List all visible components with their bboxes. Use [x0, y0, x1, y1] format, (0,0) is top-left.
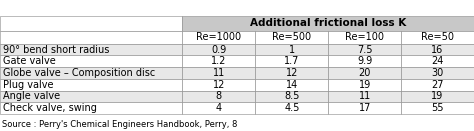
Text: 20: 20: [358, 68, 371, 78]
Text: 14: 14: [286, 80, 298, 90]
Text: 90° bend short radius: 90° bend short radius: [3, 45, 109, 55]
Bar: [328, 67, 401, 79]
Text: Re=100: Re=100: [345, 32, 384, 42]
Text: 8: 8: [216, 91, 222, 101]
Bar: [182, 102, 255, 114]
Text: 9.9: 9.9: [357, 56, 372, 66]
Text: 19: 19: [431, 91, 444, 101]
Text: 11: 11: [213, 68, 225, 78]
Bar: [255, 79, 328, 91]
Text: 1.7: 1.7: [284, 56, 300, 66]
Bar: [328, 55, 401, 67]
Text: Additional frictional loss K: Additional frictional loss K: [250, 18, 406, 28]
Bar: [401, 55, 474, 67]
Text: 55: 55: [431, 103, 444, 113]
Text: 4: 4: [216, 103, 222, 113]
Bar: [401, 31, 474, 44]
Text: Check valve, swing: Check valve, swing: [3, 103, 97, 113]
Bar: [0, 16, 182, 31]
Bar: [182, 55, 255, 67]
Text: 8.5: 8.5: [284, 91, 300, 101]
Text: 12: 12: [286, 68, 298, 78]
Bar: [255, 55, 328, 67]
Text: 1.2: 1.2: [211, 56, 227, 66]
Bar: [328, 102, 401, 114]
Bar: [0, 31, 182, 44]
Text: Re=500: Re=500: [272, 32, 311, 42]
Bar: [328, 31, 401, 44]
Bar: [401, 44, 474, 55]
Bar: [182, 16, 474, 31]
Text: 27: 27: [431, 80, 444, 90]
Text: Angle valve: Angle valve: [3, 91, 61, 101]
Bar: [255, 44, 328, 55]
Text: 16: 16: [431, 45, 444, 55]
Text: 11: 11: [358, 91, 371, 101]
Text: Globe valve – Composition disc: Globe valve – Composition disc: [3, 68, 155, 78]
Bar: [328, 79, 401, 91]
Text: Re=50: Re=50: [421, 32, 454, 42]
Bar: [0, 102, 182, 114]
Bar: [0, 91, 182, 102]
Text: 4.5: 4.5: [284, 103, 300, 113]
Bar: [182, 79, 255, 91]
Bar: [401, 79, 474, 91]
Bar: [255, 91, 328, 102]
Bar: [182, 31, 255, 44]
Bar: [328, 44, 401, 55]
Bar: [182, 44, 255, 55]
Bar: [182, 67, 255, 79]
Bar: [0, 44, 182, 55]
Text: 7.5: 7.5: [357, 45, 373, 55]
Text: 1: 1: [289, 45, 295, 55]
Text: 0.9: 0.9: [211, 45, 227, 55]
Bar: [182, 91, 255, 102]
Text: Plug valve: Plug valve: [3, 80, 54, 90]
Bar: [255, 67, 328, 79]
Text: 30: 30: [431, 68, 444, 78]
Bar: [0, 79, 182, 91]
Text: Source : Perry's Chemical Engineers Handbook, Perry, 8: Source : Perry's Chemical Engineers Hand…: [2, 120, 238, 129]
Bar: [401, 102, 474, 114]
Bar: [0, 67, 182, 79]
Bar: [255, 31, 328, 44]
Text: 24: 24: [431, 56, 444, 66]
Bar: [401, 91, 474, 102]
Text: Gate valve: Gate valve: [3, 56, 56, 66]
Bar: [0, 55, 182, 67]
Text: Re=1000: Re=1000: [196, 32, 241, 42]
Text: 12: 12: [213, 80, 225, 90]
Bar: [255, 102, 328, 114]
Bar: [401, 67, 474, 79]
Text: 19: 19: [358, 80, 371, 90]
Text: 17: 17: [358, 103, 371, 113]
Bar: [328, 91, 401, 102]
